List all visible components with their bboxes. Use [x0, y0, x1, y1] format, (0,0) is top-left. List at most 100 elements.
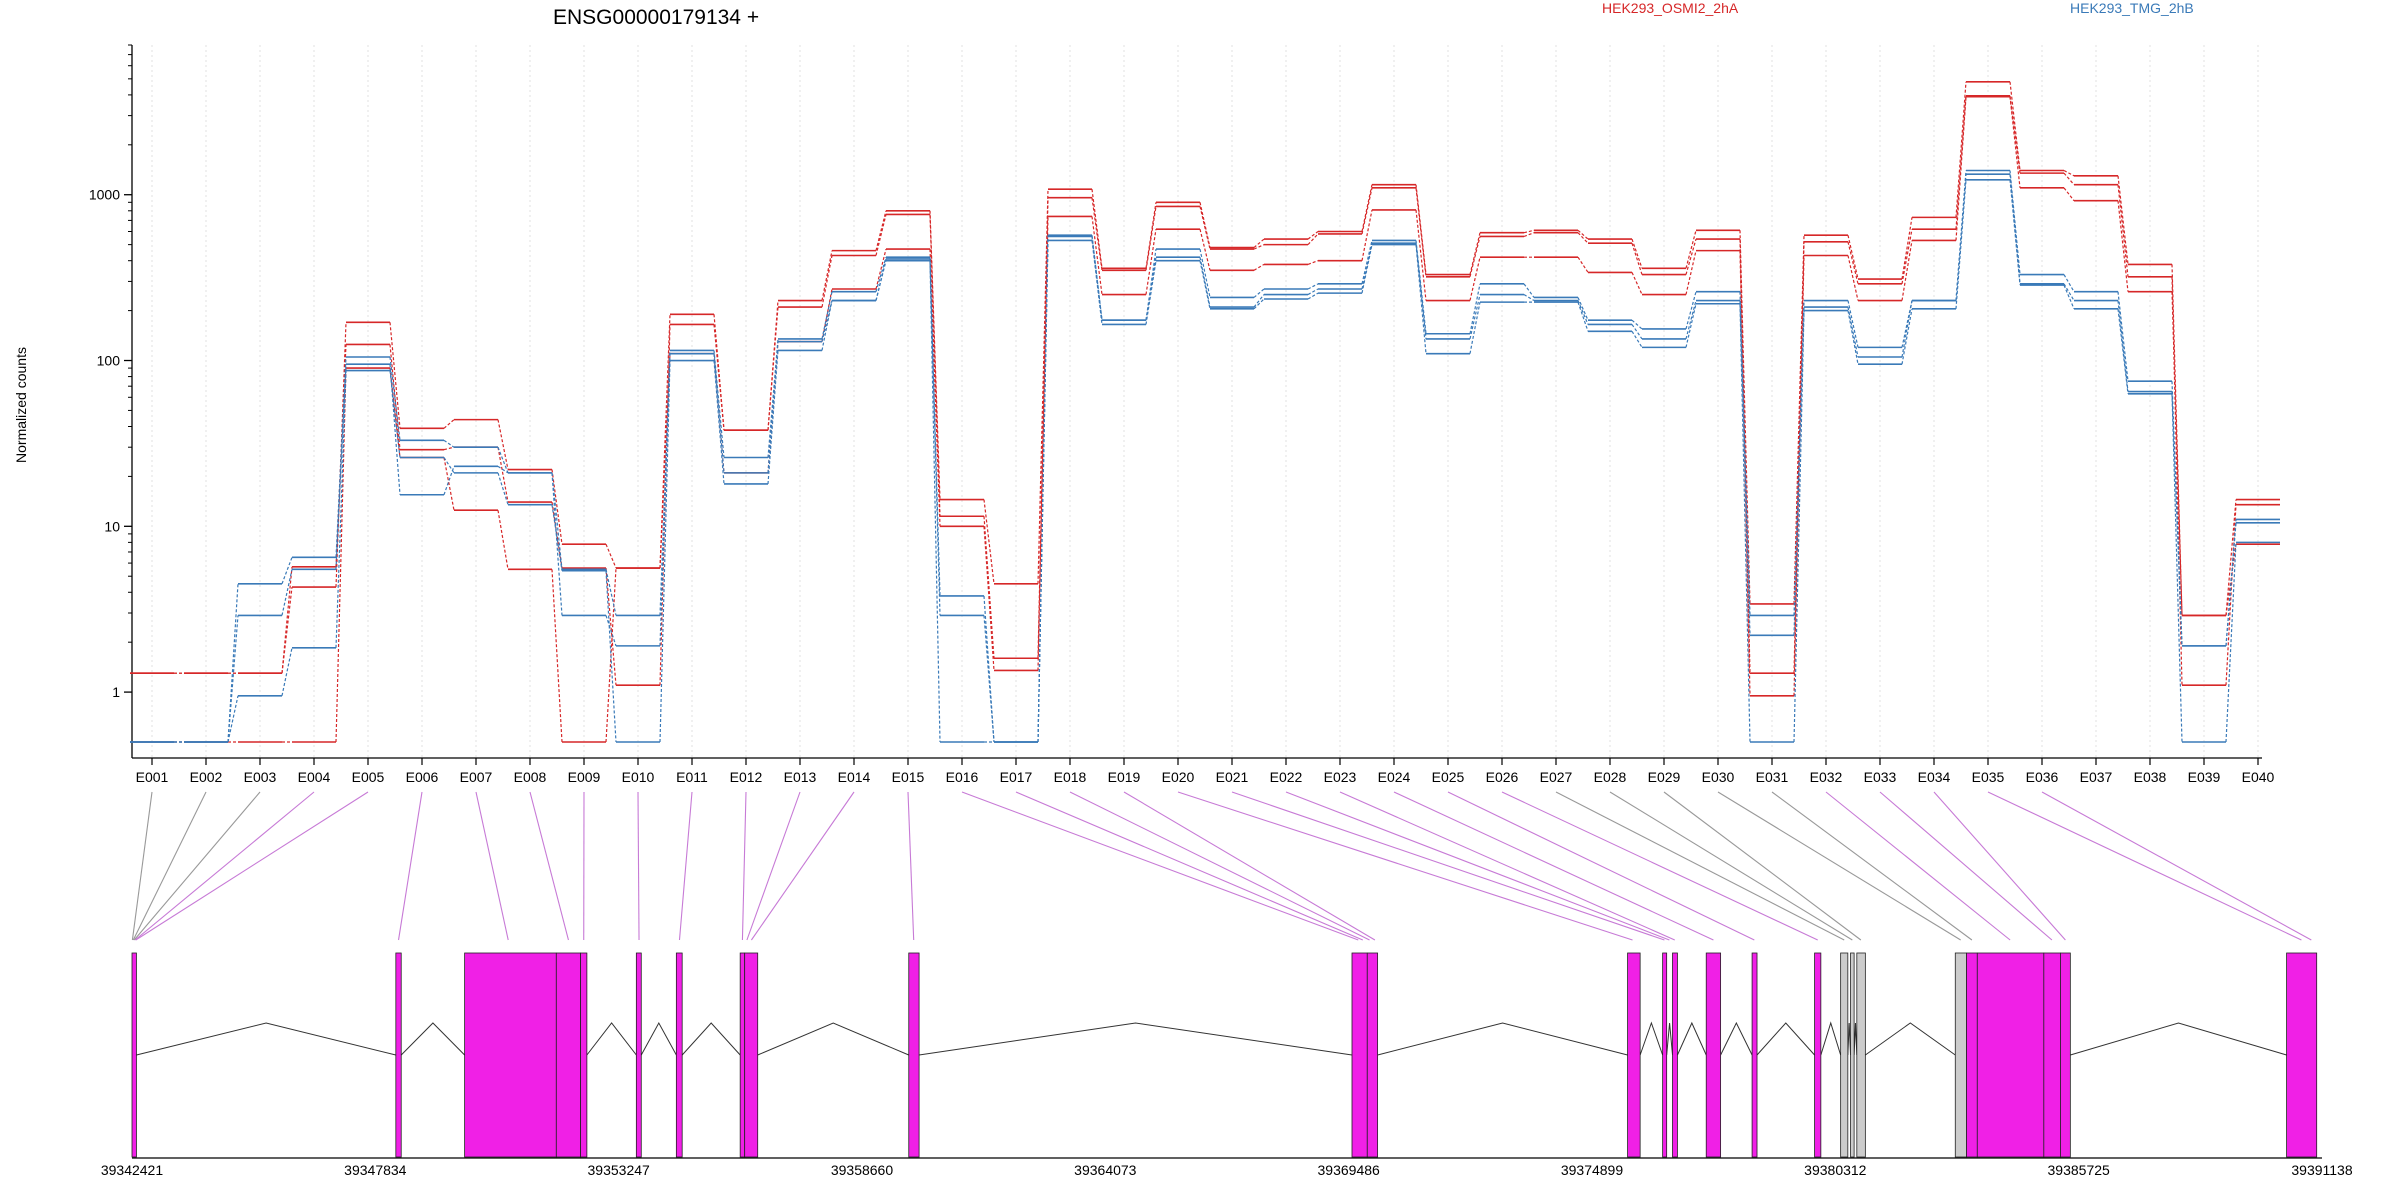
series-transition — [1523, 232, 1535, 238]
bin-link — [1447, 791, 1755, 941]
legend-label-tmg: HEK293_TMG_2hB — [2070, 0, 2194, 16]
series-transition — [1145, 257, 1157, 321]
series-transition — [443, 419, 455, 429]
series-transition — [1469, 302, 1481, 354]
series-transition — [767, 341, 779, 473]
exon-bin-label: E004 — [298, 769, 331, 785]
series-transition — [875, 248, 887, 290]
exon-bin-label: E039 — [2188, 769, 2221, 785]
series-transition — [389, 322, 401, 429]
series-transition — [1577, 297, 1589, 321]
series-transition — [1577, 300, 1589, 325]
series-transition — [1631, 238, 1643, 269]
exon-block — [1850, 952, 1855, 1158]
exon-block — [395, 952, 402, 1158]
exon-block — [1705, 952, 1722, 1158]
genomic-tick-label: 39342421 — [101, 1162, 164, 1178]
series-transition — [1523, 229, 1535, 234]
exon-block — [739, 952, 746, 1158]
series-transition — [1577, 301, 1589, 332]
series-transition — [1253, 288, 1265, 298]
series-transition — [713, 350, 725, 458]
series-transition — [443, 457, 455, 511]
exon-bin-label: E040 — [2242, 769, 2275, 785]
series-transition — [443, 457, 455, 474]
exon-bin-label: E015 — [892, 769, 925, 785]
exon-block — [1627, 952, 1641, 1158]
series-transition — [551, 472, 563, 570]
genomic-coordinate-axis: 39342421 39347834 39353247 39358660 39364073… — [101, 1157, 2353, 1178]
series-transition — [1307, 231, 1319, 240]
bin-link — [746, 791, 801, 941]
series-transition — [1469, 294, 1481, 340]
series-transition — [1955, 81, 1967, 218]
series-transition — [281, 587, 293, 674]
exon-bin-label: E025 — [1432, 769, 1465, 785]
series-transition — [983, 615, 995, 743]
series-transition — [1739, 303, 1751, 743]
series-transition — [1901, 240, 1913, 301]
exon-block — [2286, 952, 2318, 1158]
bin-link — [907, 791, 915, 941]
exon-bin-label: E019 — [1108, 769, 1141, 785]
series-transition — [1847, 300, 1859, 348]
series-lines — [130, 80, 2280, 743]
bin-link — [1015, 791, 1363, 941]
bin-link — [134, 791, 315, 941]
exon-bin-label: E037 — [2080, 769, 2113, 785]
exon-block — [1814, 952, 1822, 1158]
series-transition — [1253, 298, 1265, 310]
series-transition — [227, 695, 239, 743]
intron — [640, 1021, 677, 1056]
series-transition — [1037, 240, 1049, 743]
exon-bin-label: E022 — [1270, 769, 1303, 785]
series-transition — [821, 300, 833, 342]
series-transition — [821, 255, 833, 308]
exon-bin-label: E007 — [460, 769, 493, 785]
series-transition — [821, 250, 833, 301]
exon-bin-label: E021 — [1216, 769, 1249, 785]
series-transition — [1361, 209, 1373, 261]
bin-link — [1879, 791, 2053, 941]
genomic-tick-label: 39391138 — [2291, 1162, 2352, 1178]
series-transition — [1955, 96, 1967, 241]
exon-block — [635, 952, 642, 1158]
series-transition — [821, 288, 833, 342]
series-transition — [2171, 291, 2183, 616]
series-transition — [1901, 229, 1913, 284]
exon-block — [1966, 952, 1978, 1158]
series-transition — [1469, 236, 1481, 277]
exon-block — [464, 952, 557, 1158]
series-transition — [1577, 232, 1589, 244]
exon-bin-label: E011 — [676, 769, 708, 785]
exon-block — [675, 952, 683, 1158]
series-transition — [1199, 229, 1211, 271]
exon-bin-label: E028 — [1594, 769, 1627, 785]
exon-bin-label: E008 — [514, 769, 547, 785]
exon-block — [744, 952, 759, 1158]
series-transition — [1523, 283, 1535, 298]
bin-link — [1501, 791, 1818, 941]
exon-block — [2043, 952, 2061, 1158]
series-transition — [1523, 294, 1535, 302]
series-transition — [1253, 294, 1265, 308]
series-transition — [1307, 233, 1319, 246]
exon-bin-label: E006 — [406, 769, 439, 785]
series-transition — [1199, 260, 1211, 309]
series-transition — [2117, 300, 2129, 392]
bin-link — [741, 791, 747, 941]
bin-link — [1393, 791, 1714, 941]
exon-bin-label: E029 — [1648, 769, 1681, 785]
series-transition — [551, 504, 563, 571]
series-transition — [713, 324, 725, 431]
exon-bin-label: E034 — [1918, 769, 1951, 785]
series-transition — [1685, 250, 1697, 295]
legend-label-osmi2: HEK293_OSMI2_2hA — [1602, 0, 1739, 16]
series-transition — [1685, 291, 1697, 330]
series-transition — [2117, 308, 2129, 394]
series-transition — [281, 569, 293, 616]
series-transition — [1955, 179, 1967, 309]
bin-link — [1177, 791, 1633, 941]
sample-series — [130, 80, 2280, 675]
series-transition — [227, 583, 239, 743]
